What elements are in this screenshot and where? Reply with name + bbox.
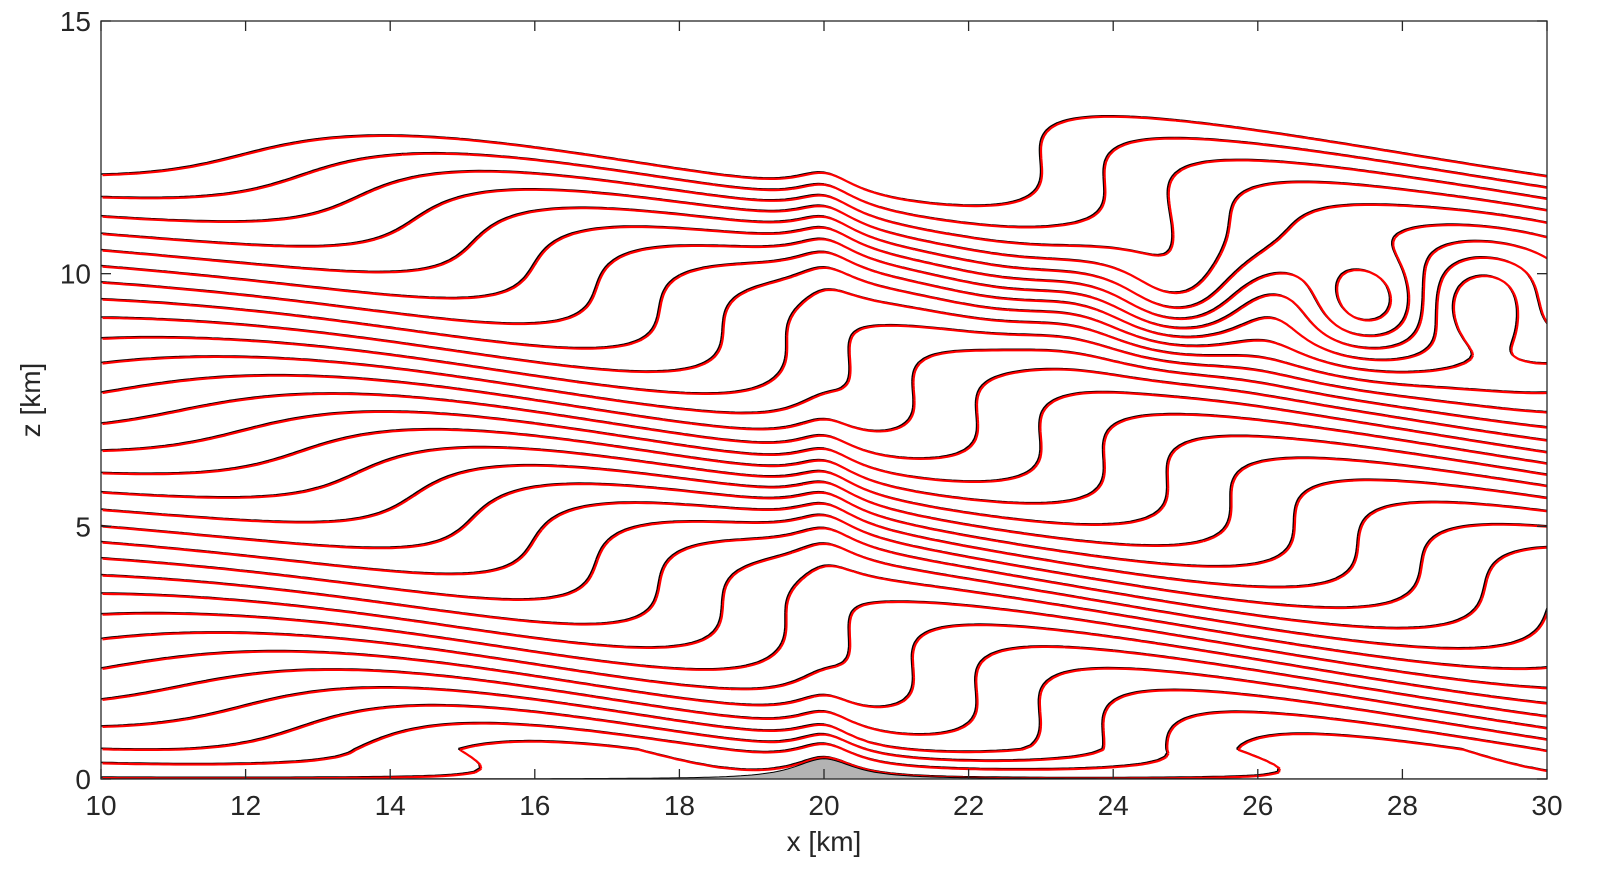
contour-line-dashed [102, 600, 1547, 691]
contour-line-dashed [102, 251, 1547, 362]
x-axis-label: x [km] [787, 826, 862, 857]
contour-line-dashed [102, 711, 1547, 771]
contour-line-dashed [102, 435, 1547, 526]
contour-line-dashed [102, 514, 1547, 610]
x-tick-label: 12 [230, 790, 261, 821]
contour-line-dashed [102, 564, 1547, 671]
contour-line-dashed [102, 266, 1547, 374]
contour-line-dashed [102, 203, 1547, 322]
x-tick-label: 26 [1242, 790, 1273, 821]
y-axis-label: z [km] [15, 363, 46, 438]
contour-line-dashed [102, 224, 1547, 338]
x-tick-label: 30 [1531, 790, 1562, 821]
contour-line-dashed [102, 457, 1547, 547]
contour-line-dashed [102, 542, 1547, 650]
contour-line-dashed [102, 238, 1547, 350]
y-tick-label: 0 [75, 764, 91, 795]
contour-line-dashed [102, 501, 1547, 589]
x-tick-label: 16 [519, 790, 550, 821]
y-ticks: 0 5 10 15 [60, 6, 1547, 795]
contour-line-dashed [102, 527, 1547, 630]
x-ticks: 10 12 14 16 18 20 22 24 26 28 30 [85, 21, 1563, 821]
contour-line-dashed [102, 413, 1547, 505]
contour-line-dashed [102, 479, 1547, 568]
x-tick-label: 22 [953, 790, 984, 821]
x-tick-label: 10 [85, 790, 116, 821]
contour-line-dashed [102, 667, 1547, 754]
contour-line-dashed [102, 391, 1547, 483]
contour-line-dashed [102, 288, 1547, 395]
contour-line-dashed [102, 115, 1547, 208]
contour-line-dashed [102, 689, 1547, 763]
y-tick-label: 10 [60, 259, 91, 290]
contour-group [101, 115, 1547, 779]
contour-line-dashed [102, 645, 1547, 736]
x-tick-label: 28 [1387, 790, 1418, 821]
y-tick-label: 5 [75, 511, 91, 542]
plot-area [101, 21, 1547, 779]
contour-line-dashed [102, 368, 1547, 460]
contour-line-dashed [102, 349, 1547, 433]
x-tick-label: 20 [808, 790, 839, 821]
plot-background [101, 21, 1547, 779]
y-tick-label: 15 [60, 6, 91, 37]
x-tick-label: 24 [1098, 790, 1129, 821]
contour-line-dashed [102, 324, 1547, 415]
x-tick-label: 14 [375, 790, 406, 821]
contour-line-dashed [102, 137, 1547, 229]
contour-line-dashed [102, 159, 1547, 257]
x-tick-label: 18 [664, 790, 695, 821]
contour-line-dashed [102, 624, 1547, 709]
contour-lines [101, 115, 1547, 779]
contour-line-dashed [102, 181, 1547, 295]
